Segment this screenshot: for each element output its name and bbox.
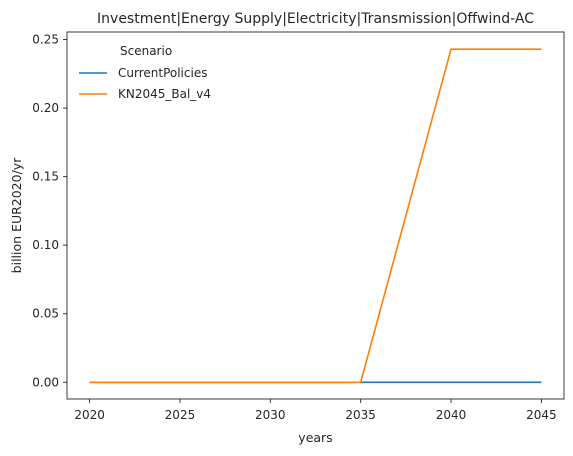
- plot-area: [66, 31, 565, 400]
- legend: Scenario CurrentPolicies KN2045_Bal_v4: [79, 44, 211, 101]
- x-tick-label: 2045: [526, 408, 557, 422]
- legend-label: CurrentPolicies: [118, 66, 207, 80]
- x-tick-label: 2030: [255, 408, 286, 422]
- x-axis: 2020 2025 2030 2035 2040 2045: [74, 399, 557, 422]
- y-tick-label: 0.25: [32, 33, 59, 47]
- y-axis: 0.00 0.05 0.10 0.15 0.20 0.25: [32, 33, 67, 389]
- chart-title: Investment|Energy Supply|Electricity|Tra…: [97, 11, 534, 27]
- x-tick-label: 2035: [345, 408, 376, 422]
- y-tick-label: 0.05: [32, 307, 59, 321]
- x-tick-label: 2020: [74, 408, 105, 422]
- x-axis-label: years: [298, 430, 332, 445]
- y-tick-label: 0.20: [32, 101, 59, 115]
- y-axis-label: billion EUR2020/yr: [9, 157, 24, 274]
- legend-entries: CurrentPolicies KN2045_Bal_v4: [79, 66, 211, 101]
- x-tick-label: 2025: [165, 408, 196, 422]
- series-line-kn2045-bal-v4: [89, 48, 542, 384]
- legend-title: Scenario: [120, 44, 172, 58]
- legend-label: KN2045_Bal_v4: [118, 87, 211, 101]
- y-tick-label: 0.10: [32, 238, 59, 252]
- y-tick-label: 0.15: [32, 170, 59, 184]
- y-tick-label: 0.00: [32, 375, 59, 389]
- series-layer: [89, 48, 542, 384]
- plot-frame: [66, 31, 565, 400]
- x-tick-label: 2040: [436, 408, 467, 422]
